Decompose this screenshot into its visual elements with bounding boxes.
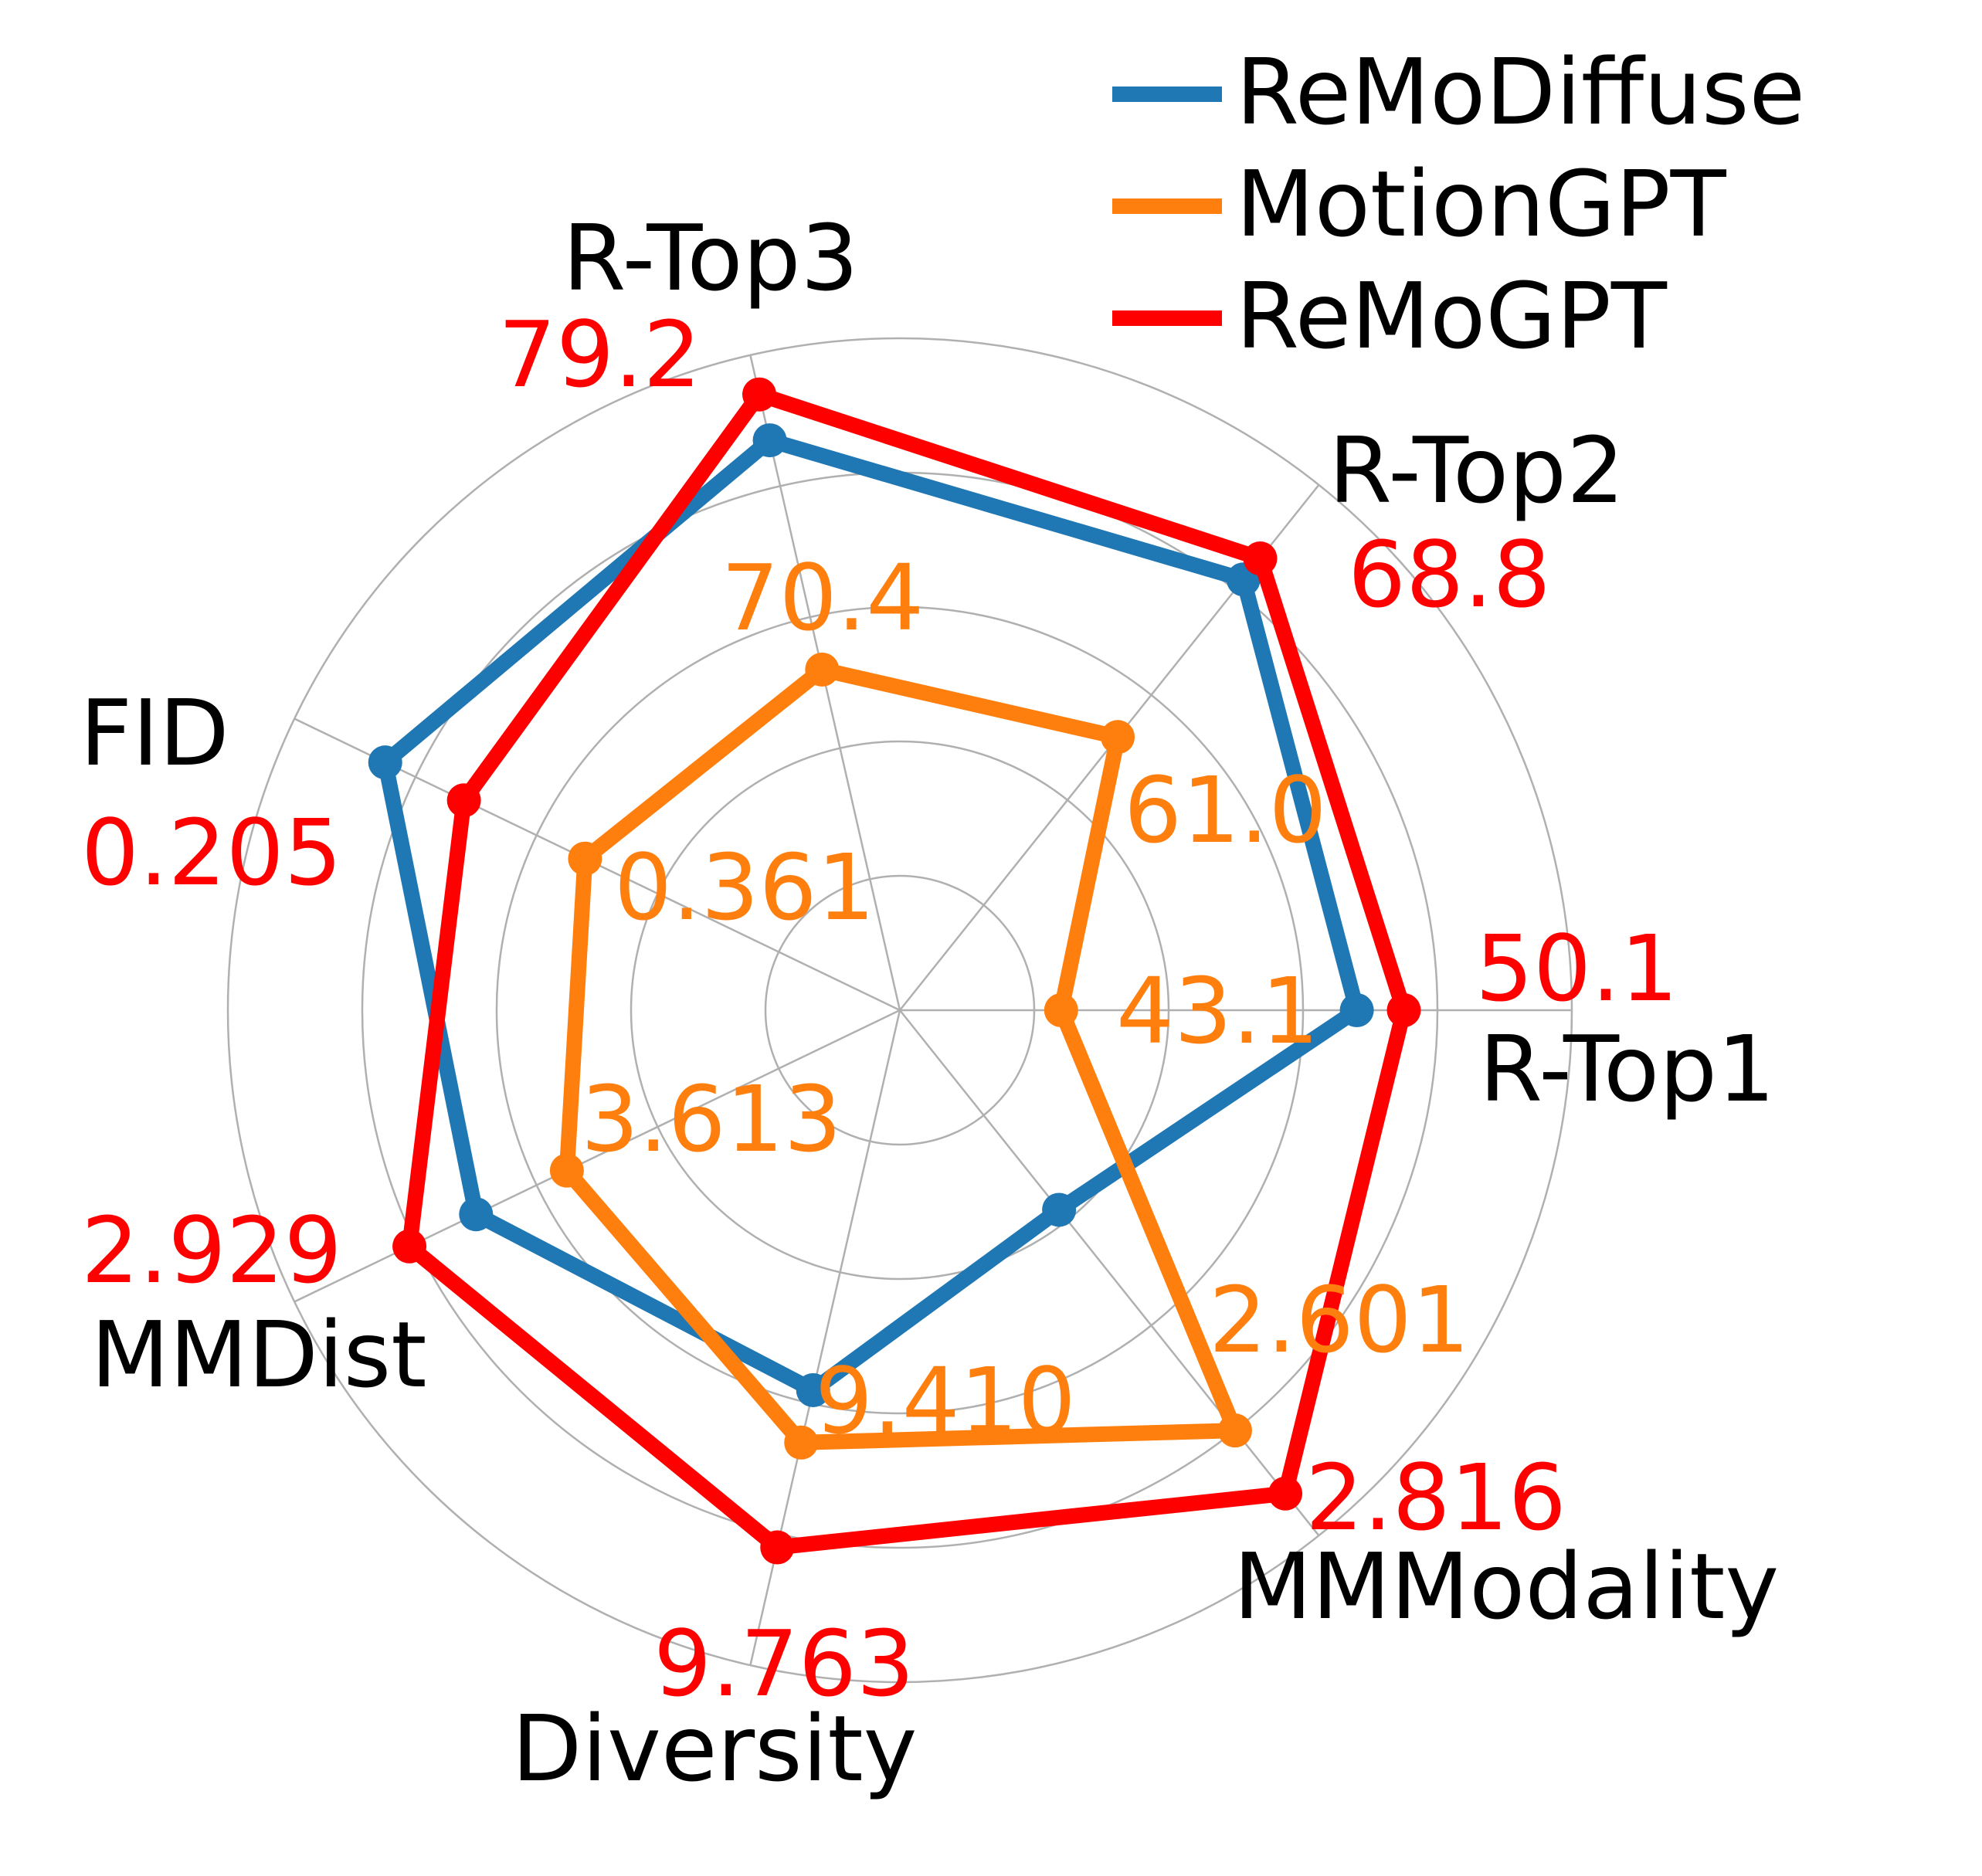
value-label-remogpt-fid: 0.205 (81, 799, 342, 906)
data-point-motiongpt-diversity (784, 1425, 819, 1460)
data-point-remodiffuse-fid (368, 745, 402, 780)
data-point-remogpt-r-top3 (742, 377, 777, 412)
value-label-remogpt-r-top3: 79.2 (498, 301, 701, 408)
data-point-remogpt-fid (446, 783, 481, 818)
data-point-motiongpt-r-top1 (1044, 993, 1078, 1027)
value-label-motiongpt-r-top2: 61.0 (1124, 757, 1327, 863)
data-point-remodiffuse-mmmodality (1042, 1192, 1077, 1227)
legend-item-remodiffuse: ReMoDiffuse (1112, 39, 1805, 145)
legend-item-motiongpt: MotionGPT (1112, 151, 1727, 257)
axis-label-mmmodality: MMModality (1234, 1533, 1780, 1640)
value-label-remogpt-diversity: 9.763 (653, 1610, 915, 1717)
data-point-remogpt-r-top1 (1386, 993, 1421, 1027)
value-label-motiongpt-fid: 0.361 (614, 834, 875, 941)
data-point-remodiffuse-diversity (796, 1372, 830, 1407)
series-remodiffuse (368, 423, 1374, 1407)
radar-series (368, 377, 1421, 1565)
value-label-motiongpt-mmdist: 3.613 (581, 1066, 842, 1172)
data-point-remodiffuse-r-top1 (1339, 993, 1374, 1027)
series-line-remodiffuse (376, 431, 1366, 1399)
axis-label-fid: FID (80, 680, 229, 786)
series-motiongpt (549, 652, 1252, 1460)
data-point-motiongpt-mmmodality (1217, 1413, 1252, 1448)
legend-label-remodiffuse: ReMoDiffuse (1236, 39, 1805, 145)
axis-label-mmdist: MMDist (90, 1301, 426, 1408)
data-point-remodiffuse-r-top3 (752, 423, 787, 458)
value-label-remogpt-r-top1: 50.1 (1475, 915, 1678, 1022)
axis-label-r-top2: R-Top2 (1329, 417, 1624, 524)
data-point-motiongpt-mmdist (549, 1153, 584, 1188)
data-point-remogpt-diversity (760, 1530, 795, 1565)
legend-label-motiongpt: MotionGPT (1236, 151, 1727, 257)
series-remogpt (392, 377, 1421, 1565)
series-line-remogpt (401, 385, 1412, 1555)
data-point-remodiffuse-mmdist (459, 1197, 494, 1232)
data-point-remogpt-r-top2 (1243, 541, 1278, 576)
value-label-remogpt-r-top2: 68.8 (1348, 521, 1551, 628)
legend-label-remogpt: ReMoGPT (1236, 263, 1668, 369)
value-labels: 43.1 61.0 70.4 0.361 3.613 9.410 2.601 50.1 68.8… (81, 301, 1678, 1717)
value-label-motiongpt-r-top3: 70.4 (721, 544, 925, 651)
data-point-motiongpt-r-top3 (805, 652, 840, 687)
axis-labels: R-Top1 R-Top2 R-Top3 FID MMDist Diversity MMMo… (80, 205, 1779, 1802)
value-label-motiongpt-diversity: 9.410 (815, 1348, 1076, 1454)
value-label-remogpt-mmmodality: 2.816 (1305, 1444, 1566, 1551)
series-line-motiongpt (558, 661, 1247, 1450)
value-label-motiongpt-mmmodality: 2.601 (1209, 1267, 1470, 1373)
data-point-motiongpt-r-top2 (1101, 720, 1135, 755)
data-point-remogpt-mmmodality (1268, 1476, 1303, 1511)
axis-label-r-top3: R-Top3 (562, 205, 858, 311)
value-label-remogpt-mmdist: 2.929 (81, 1197, 342, 1304)
grid-spoke-mmmodality (899, 1009, 1320, 1536)
axis-label-diversity: Diversity (512, 1695, 918, 1802)
data-point-remogpt-mmdist (392, 1229, 427, 1264)
data-point-motiongpt-fid (568, 841, 602, 876)
axis-label-r-top1: R-Top1 (1479, 1016, 1775, 1122)
legend-item-remogpt: ReMoGPT (1112, 263, 1668, 369)
value-label-motiongpt-r-top1: 43.1 (1116, 958, 1319, 1064)
